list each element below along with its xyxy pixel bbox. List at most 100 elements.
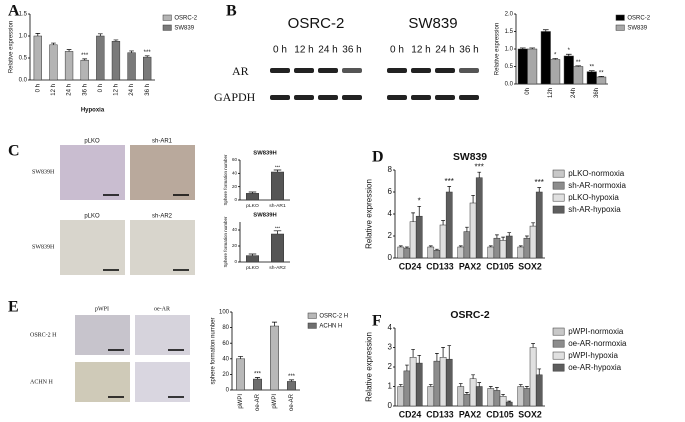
error-bar — [488, 245, 493, 247]
error-bar — [398, 384, 403, 387]
bar — [271, 171, 284, 201]
bar — [415, 362, 423, 407]
x-tick-label: sh-AR2 — [269, 265, 286, 271]
timepoint-label: 36 h — [342, 45, 361, 56]
x-tick-label: pWPI — [238, 394, 244, 409]
legend-label: SW839 — [174, 26, 194, 32]
bar — [523, 237, 531, 259]
y-tick-label: 0 — [234, 259, 237, 264]
bar — [469, 202, 477, 259]
bar — [475, 177, 483, 259]
bar — [415, 215, 423, 259]
bar — [596, 76, 607, 85]
error-bar — [113, 39, 119, 42]
blot-band — [342, 95, 362, 100]
x-tick-label: 12 h — [114, 84, 120, 96]
error-bar — [458, 245, 463, 247]
bar — [445, 191, 453, 259]
error-bar — [477, 171, 482, 178]
error-bar — [428, 384, 433, 387]
y-tick-label: 1.0 — [505, 47, 514, 53]
blot-band — [459, 95, 479, 100]
error-bar — [552, 58, 559, 60]
blot-band — [435, 95, 455, 100]
bar — [505, 401, 513, 407]
x-tick-label: pWPI — [272, 394, 278, 409]
column-label: oe-AR — [154, 306, 170, 312]
significance-label: * — [554, 52, 557, 58]
bar — [550, 59, 561, 85]
bar — [246, 255, 259, 263]
blot-band — [270, 68, 290, 73]
blot-band — [387, 95, 407, 100]
y-axis-label: sphere formation number — [210, 317, 216, 384]
y-tick-label: 1.5 — [505, 29, 514, 35]
blot-band — [270, 95, 290, 100]
x-tick-label: SOX2 — [518, 409, 542, 419]
bar — [427, 246, 435, 259]
error-bar — [495, 234, 499, 239]
micrograph — [60, 145, 125, 200]
legend-label: OSRC-2 — [174, 16, 197, 22]
row-label: OSRC-2 H — [30, 332, 57, 338]
bar — [487, 246, 495, 259]
error-bar — [565, 53, 572, 56]
error-bar — [417, 354, 422, 364]
significance-label: * — [418, 197, 421, 206]
bar — [143, 56, 152, 81]
error-bar — [405, 246, 409, 249]
legend-label: sh-AR-normoxia — [568, 181, 626, 190]
legend-swatch — [552, 193, 565, 202]
bar — [439, 224, 447, 259]
legend-swatch — [552, 351, 565, 360]
error-bar — [66, 49, 72, 52]
bar — [33, 35, 42, 81]
y-tick-label: 4 — [388, 209, 393, 218]
error-bar — [129, 50, 134, 53]
x-tick-label: 36 h — [145, 84, 151, 96]
significance-label: ** — [599, 70, 604, 76]
y-tick-label: 2 — [388, 362, 393, 371]
panel-letter: D — [372, 149, 384, 166]
bar — [445, 358, 453, 407]
bar — [540, 31, 551, 85]
y-tick-label: 40 — [232, 227, 238, 232]
bar — [397, 386, 405, 407]
x-tick-label: CD24 — [399, 261, 422, 271]
significance-label: *** — [275, 164, 281, 169]
timepoint-label: 12 h — [411, 45, 430, 56]
bar — [433, 250, 441, 259]
bar — [246, 193, 259, 201]
column-label: sh-AR2 — [152, 214, 173, 220]
error-bar — [471, 374, 475, 379]
error-bar — [435, 353, 439, 362]
legend-swatch — [552, 205, 565, 214]
y-axis-label: Relative expression — [494, 23, 500, 75]
significance-label: * — [568, 48, 571, 54]
x-tick-label: oe-AR — [289, 393, 295, 411]
legend-swatch — [162, 24, 172, 31]
y-tick-label: 0.5 — [505, 64, 514, 70]
bar — [463, 394, 471, 407]
legend-swatch — [552, 181, 565, 190]
x-tick-label: pLKO — [246, 265, 259, 271]
error-bar — [35, 33, 41, 36]
column-label: pLKO — [84, 139, 100, 145]
error-bar — [501, 236, 505, 241]
y-tick-label: 8 — [388, 165, 393, 174]
cell-line-label: OSRC-2 — [288, 15, 345, 32]
protein-label: GAPDH — [214, 90, 256, 104]
error-bar — [477, 382, 482, 387]
significance-label: *** — [81, 53, 89, 59]
legend-label: ACHN H — [319, 324, 342, 330]
error-bar — [531, 343, 535, 348]
cell-line-label: SW839 — [408, 15, 457, 32]
legend-label: oe-AR-normoxia — [568, 339, 627, 348]
error-bar — [458, 383, 463, 387]
error-bar — [273, 230, 282, 234]
error-bar — [51, 42, 56, 45]
bar — [493, 390, 501, 407]
bar — [409, 221, 417, 259]
significance-label: *** — [475, 163, 484, 172]
bar — [517, 246, 525, 259]
